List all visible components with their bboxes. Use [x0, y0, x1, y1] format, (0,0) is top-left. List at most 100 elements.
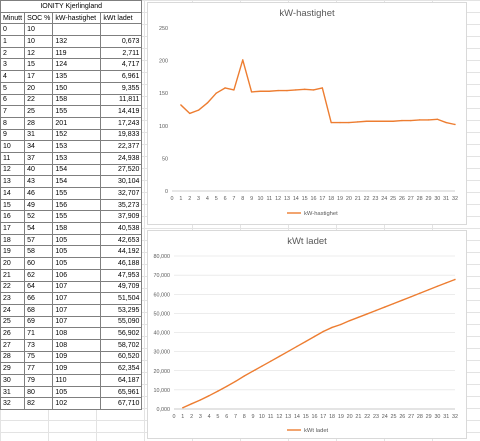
- table-cell: 10: [0, 140, 26, 153]
- x-tick-label: 8: [243, 414, 246, 420]
- table-cell: 19,833: [100, 128, 143, 142]
- x-tick-label: 27: [408, 196, 414, 202]
- y-tick-label: 60,000: [154, 292, 171, 298]
- table-row: 7 25 155 14,419: [0, 105, 143, 118]
- x-tick-label: 29: [425, 196, 431, 202]
- table-cell: 12: [0, 163, 26, 177]
- data-table: IONITY Kjerlingland Minutt SOC % kW-hast…: [0, 0, 143, 411]
- table-cell: 107: [52, 292, 102, 305]
- data-point: [401, 299, 404, 301]
- table-cell: 44,192: [100, 245, 143, 259]
- x-tick-label: 20: [347, 414, 353, 420]
- table-cell: 20: [0, 257, 26, 270]
- data-point: [206, 102, 209, 104]
- x-tick-label: 6: [225, 414, 228, 420]
- x-tick-label: 5: [216, 414, 219, 420]
- table-cell: 51,504: [100, 292, 143, 305]
- table-cell: 8: [0, 116, 26, 130]
- x-tick-label: 32: [452, 414, 458, 420]
- chart-kwt-ladet: kWt ladet 0,000 10,000 20,000 30,000 40,000 50…: [147, 230, 467, 439]
- table-cell: 156: [52, 198, 102, 212]
- data-point: [190, 403, 193, 405]
- data-point: [252, 370, 254, 372]
- x-tick-label: 25: [391, 414, 397, 420]
- data-point: [340, 323, 342, 326]
- table-cell: 40: [24, 163, 54, 177]
- table-cell: 60: [24, 257, 54, 270]
- table-row: 16 52 155 37,909: [0, 210, 143, 224]
- table-cell: 10: [24, 23, 54, 37]
- table-row: 21 62 106 47,953: [0, 268, 143, 282]
- table-cell: 40,538: [100, 222, 143, 235]
- table-cell: 73: [24, 338, 54, 352]
- data-point: [410, 119, 412, 122]
- data-point: [296, 345, 298, 348]
- x-tick-label: 26: [399, 414, 405, 420]
- data-point: [366, 313, 368, 315]
- table-cell: 69: [24, 315, 54, 329]
- table-cell: 82: [24, 397, 54, 411]
- table-cell: 46,188: [100, 257, 143, 270]
- data-point: [321, 87, 324, 89]
- table-cell: 60,520: [100, 350, 143, 364]
- data-point: [419, 292, 421, 294]
- table-cell: 107: [52, 315, 102, 329]
- x-tick-label: 19: [338, 414, 344, 420]
- table-cell: 32: [0, 397, 26, 411]
- table-cell: 9: [0, 128, 26, 142]
- chart-title: kW-hastighet: [279, 8, 335, 19]
- data-point: [339, 121, 341, 124]
- data-point: [313, 335, 316, 338]
- table-cell: 154: [52, 163, 102, 177]
- table-cell: 110: [52, 374, 102, 387]
- table-cell: 19: [0, 245, 26, 259]
- table-cell: 132: [52, 35, 102, 48]
- table-cell: 25: [24, 105, 54, 118]
- table-cell: 18: [0, 233, 26, 247]
- table-cell: 4,717: [100, 58, 143, 72]
- data-point: [348, 319, 351, 322]
- data-point: [286, 89, 288, 92]
- table-cell: 201: [52, 116, 102, 130]
- y-tick-label: 50,000: [154, 311, 171, 317]
- data-point: [305, 340, 307, 343]
- table-cell: 66: [24, 292, 54, 305]
- x-tick-label: 24: [382, 414, 388, 420]
- table-cell: 12: [24, 46, 54, 60]
- data-point: [454, 278, 456, 281]
- table-row: 17 54 158 40,538: [0, 222, 143, 235]
- table-cell: 49,709: [100, 280, 143, 294]
- x-tick-label: 4: [208, 414, 211, 420]
- table-cell: 32,707: [100, 187, 143, 200]
- table-cell: 119: [52, 46, 102, 60]
- y-tick-label: 70,000: [154, 273, 171, 279]
- table-cell: 107: [52, 280, 102, 294]
- table-cell: 158: [52, 222, 102, 235]
- data-point: [357, 121, 359, 123]
- y-tick-label: 0,000: [157, 407, 171, 413]
- table-cell: 35,273: [100, 198, 143, 212]
- table-cell: 30,104: [100, 175, 143, 188]
- x-tick-label: 14: [294, 414, 300, 420]
- x-tick-label: 16: [311, 196, 317, 202]
- data-point: [261, 365, 263, 367]
- data-point: [410, 296, 412, 298]
- data-point: [243, 375, 245, 377]
- table-cell: 158: [52, 93, 102, 107]
- table-cell: 150: [52, 81, 102, 95]
- x-tick-label: 25: [390, 196, 396, 202]
- table-cell: 55,090: [100, 315, 143, 329]
- x-tick-label: 3: [199, 414, 202, 420]
- x-tick-label: 22: [364, 196, 370, 202]
- table-cell: 23: [0, 292, 26, 305]
- table-cell: 34: [24, 140, 54, 153]
- x-tick-label: 0: [171, 196, 174, 202]
- data-point: [303, 88, 306, 90]
- x-tick-label: 9: [250, 196, 253, 202]
- table-row: 29 77 109 62,354: [0, 362, 143, 375]
- data-point: [330, 121, 332, 124]
- table-cell: 13: [0, 175, 26, 188]
- table-row: 13 43 154 30,104: [0, 175, 143, 188]
- table-cell: 30: [0, 374, 26, 387]
- y-tick-label: 20,000: [154, 369, 171, 375]
